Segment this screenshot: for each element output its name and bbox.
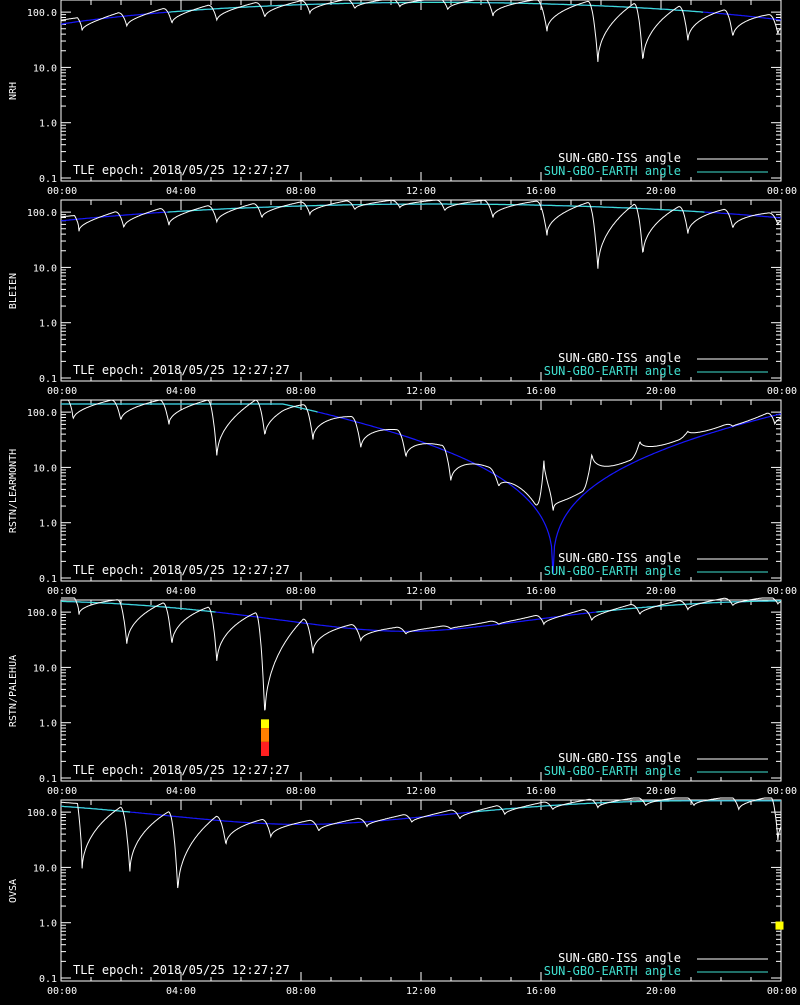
x-tick-label: 20:00	[646, 786, 676, 797]
y-tick-label: 1.0	[39, 319, 57, 330]
x-tick-label: 20:00	[646, 186, 676, 197]
x-tick-label: 20:00	[646, 386, 676, 397]
legend-iss-label: SUN-GBO-ISS angle	[558, 551, 681, 565]
x-tick-label: 00:00	[767, 986, 797, 997]
tle-epoch-text: TLE epoch: 2018/05/25 12:27:27	[73, 563, 290, 577]
legend-earth-label: SUN-GBO-EARTH angle	[544, 964, 681, 978]
x-tick-label: 08:00	[286, 586, 316, 597]
y-tick-label: 10.0	[33, 63, 57, 74]
x-tick-label: 12:00	[406, 786, 436, 797]
tle-epoch-text: TLE epoch: 2018/05/25 12:27:27	[73, 363, 290, 377]
y-tick-label: 100.0	[27, 408, 57, 419]
x-tick-label: 00:00	[767, 586, 797, 597]
x-tick-label: 08:00	[286, 386, 316, 397]
x-tick-label: 04:00	[166, 986, 196, 997]
y-axis-label: RSTN/LEARMONTH	[8, 449, 19, 533]
x-tick-label: 16:00	[526, 986, 556, 997]
y-tick-label: 1.0	[39, 519, 57, 530]
x-tick-label: 16:00	[526, 186, 556, 197]
burst-marker	[261, 728, 269, 742]
x-tick-label: 12:00	[406, 386, 436, 397]
burst-marker	[261, 719, 269, 729]
x-tick-label: 04:00	[166, 386, 196, 397]
x-tick-label: 12:00	[406, 986, 436, 997]
burst-marker	[775, 921, 784, 930]
x-tick-label: 16:00	[526, 786, 556, 797]
y-tick-label: 0.1	[39, 374, 57, 385]
legend-earth-label: SUN-GBO-EARTH angle	[544, 564, 681, 578]
y-tick-label: 0.1	[39, 574, 57, 585]
y-tick-label: 100.0	[27, 608, 57, 619]
x-tick-label: 16:00	[526, 586, 556, 597]
x-tick-label: 20:00	[646, 986, 676, 997]
earth-angle-line	[61, 403, 782, 574]
iss-angle-line	[61, 797, 782, 889]
x-tick-label: 00:00	[47, 186, 77, 197]
y-tick-label: 100.0	[27, 208, 57, 219]
x-tick-label: 04:00	[166, 586, 196, 597]
iss-angle-line	[60, 0, 782, 62]
legend-earth-label: SUN-GBO-EARTH angle	[544, 364, 681, 378]
y-tick-label: 0.1	[39, 974, 57, 985]
x-tick-label: 08:00	[286, 986, 316, 997]
earth-angle-line-high	[167, 203, 705, 213]
x-tick-label: 12:00	[406, 186, 436, 197]
iss-angle-line	[61, 399, 782, 511]
legend-iss-label: SUN-GBO-ISS angle	[558, 951, 681, 965]
y-tick-label: 1.0	[39, 719, 57, 730]
y-axis-label: BLEIEN	[8, 273, 19, 309]
legend-iss-label: SUN-GBO-ISS angle	[558, 151, 681, 165]
x-tick-label: 00:00	[47, 586, 77, 597]
y-tick-label: 1.0	[39, 119, 57, 130]
x-tick-label: 00:00	[47, 986, 77, 997]
y-tick-label: 10.0	[33, 263, 57, 274]
y-tick-label: 10.0	[33, 463, 57, 474]
tle-epoch-text: TLE epoch: 2018/05/25 12:27:27	[73, 163, 290, 177]
legend-earth-label: SUN-GBO-EARTH angle	[544, 164, 681, 178]
legend-iss-label: SUN-GBO-ISS angle	[558, 351, 681, 365]
x-tick-label: 08:00	[286, 186, 316, 197]
x-tick-label: 00:00	[767, 186, 797, 197]
burst-marker	[261, 741, 269, 756]
legend-earth-label: SUN-GBO-EARTH angle	[544, 764, 681, 778]
x-tick-label: 20:00	[646, 586, 676, 597]
tle-epoch-text: TLE epoch: 2018/05/25 12:27:27	[73, 763, 290, 777]
iss-angle-line	[60, 199, 782, 269]
tle-epoch-text: TLE epoch: 2018/05/25 12:27:27	[73, 963, 290, 977]
y-tick-label: 100.0	[27, 8, 57, 19]
y-axis-label: NRH	[8, 82, 19, 100]
x-tick-label: 00:00	[767, 386, 797, 397]
y-tick-label: 0.1	[39, 174, 57, 185]
x-tick-label: 00:00	[767, 786, 797, 797]
earth-angle-line-high	[61, 403, 318, 413]
x-tick-label: 04:00	[166, 186, 196, 197]
x-tick-label: 12:00	[406, 586, 436, 597]
earth-angle-line-high	[168, 1, 704, 13]
legend-iss-label: SUN-GBO-ISS angle	[558, 751, 681, 765]
earth-angle-line-high	[60, 800, 781, 813]
x-tick-label: 00:00	[47, 386, 77, 397]
x-tick-label: 00:00	[47, 786, 77, 797]
y-tick-label: 10.0	[33, 663, 57, 674]
x-tick-label: 04:00	[166, 786, 196, 797]
y-tick-label: 10.0	[33, 863, 57, 874]
y-axis-label: OVSA	[8, 879, 19, 903]
y-axis-label: RSTN/PALEHUA	[8, 655, 19, 727]
iss-angle-line	[61, 597, 782, 711]
x-tick-label: 08:00	[286, 786, 316, 797]
earth-angle-line-high	[61, 600, 781, 613]
y-tick-label: 1.0	[39, 919, 57, 930]
y-tick-label: 100.0	[27, 808, 57, 819]
y-tick-label: 0.1	[39, 774, 57, 785]
x-tick-label: 16:00	[526, 386, 556, 397]
